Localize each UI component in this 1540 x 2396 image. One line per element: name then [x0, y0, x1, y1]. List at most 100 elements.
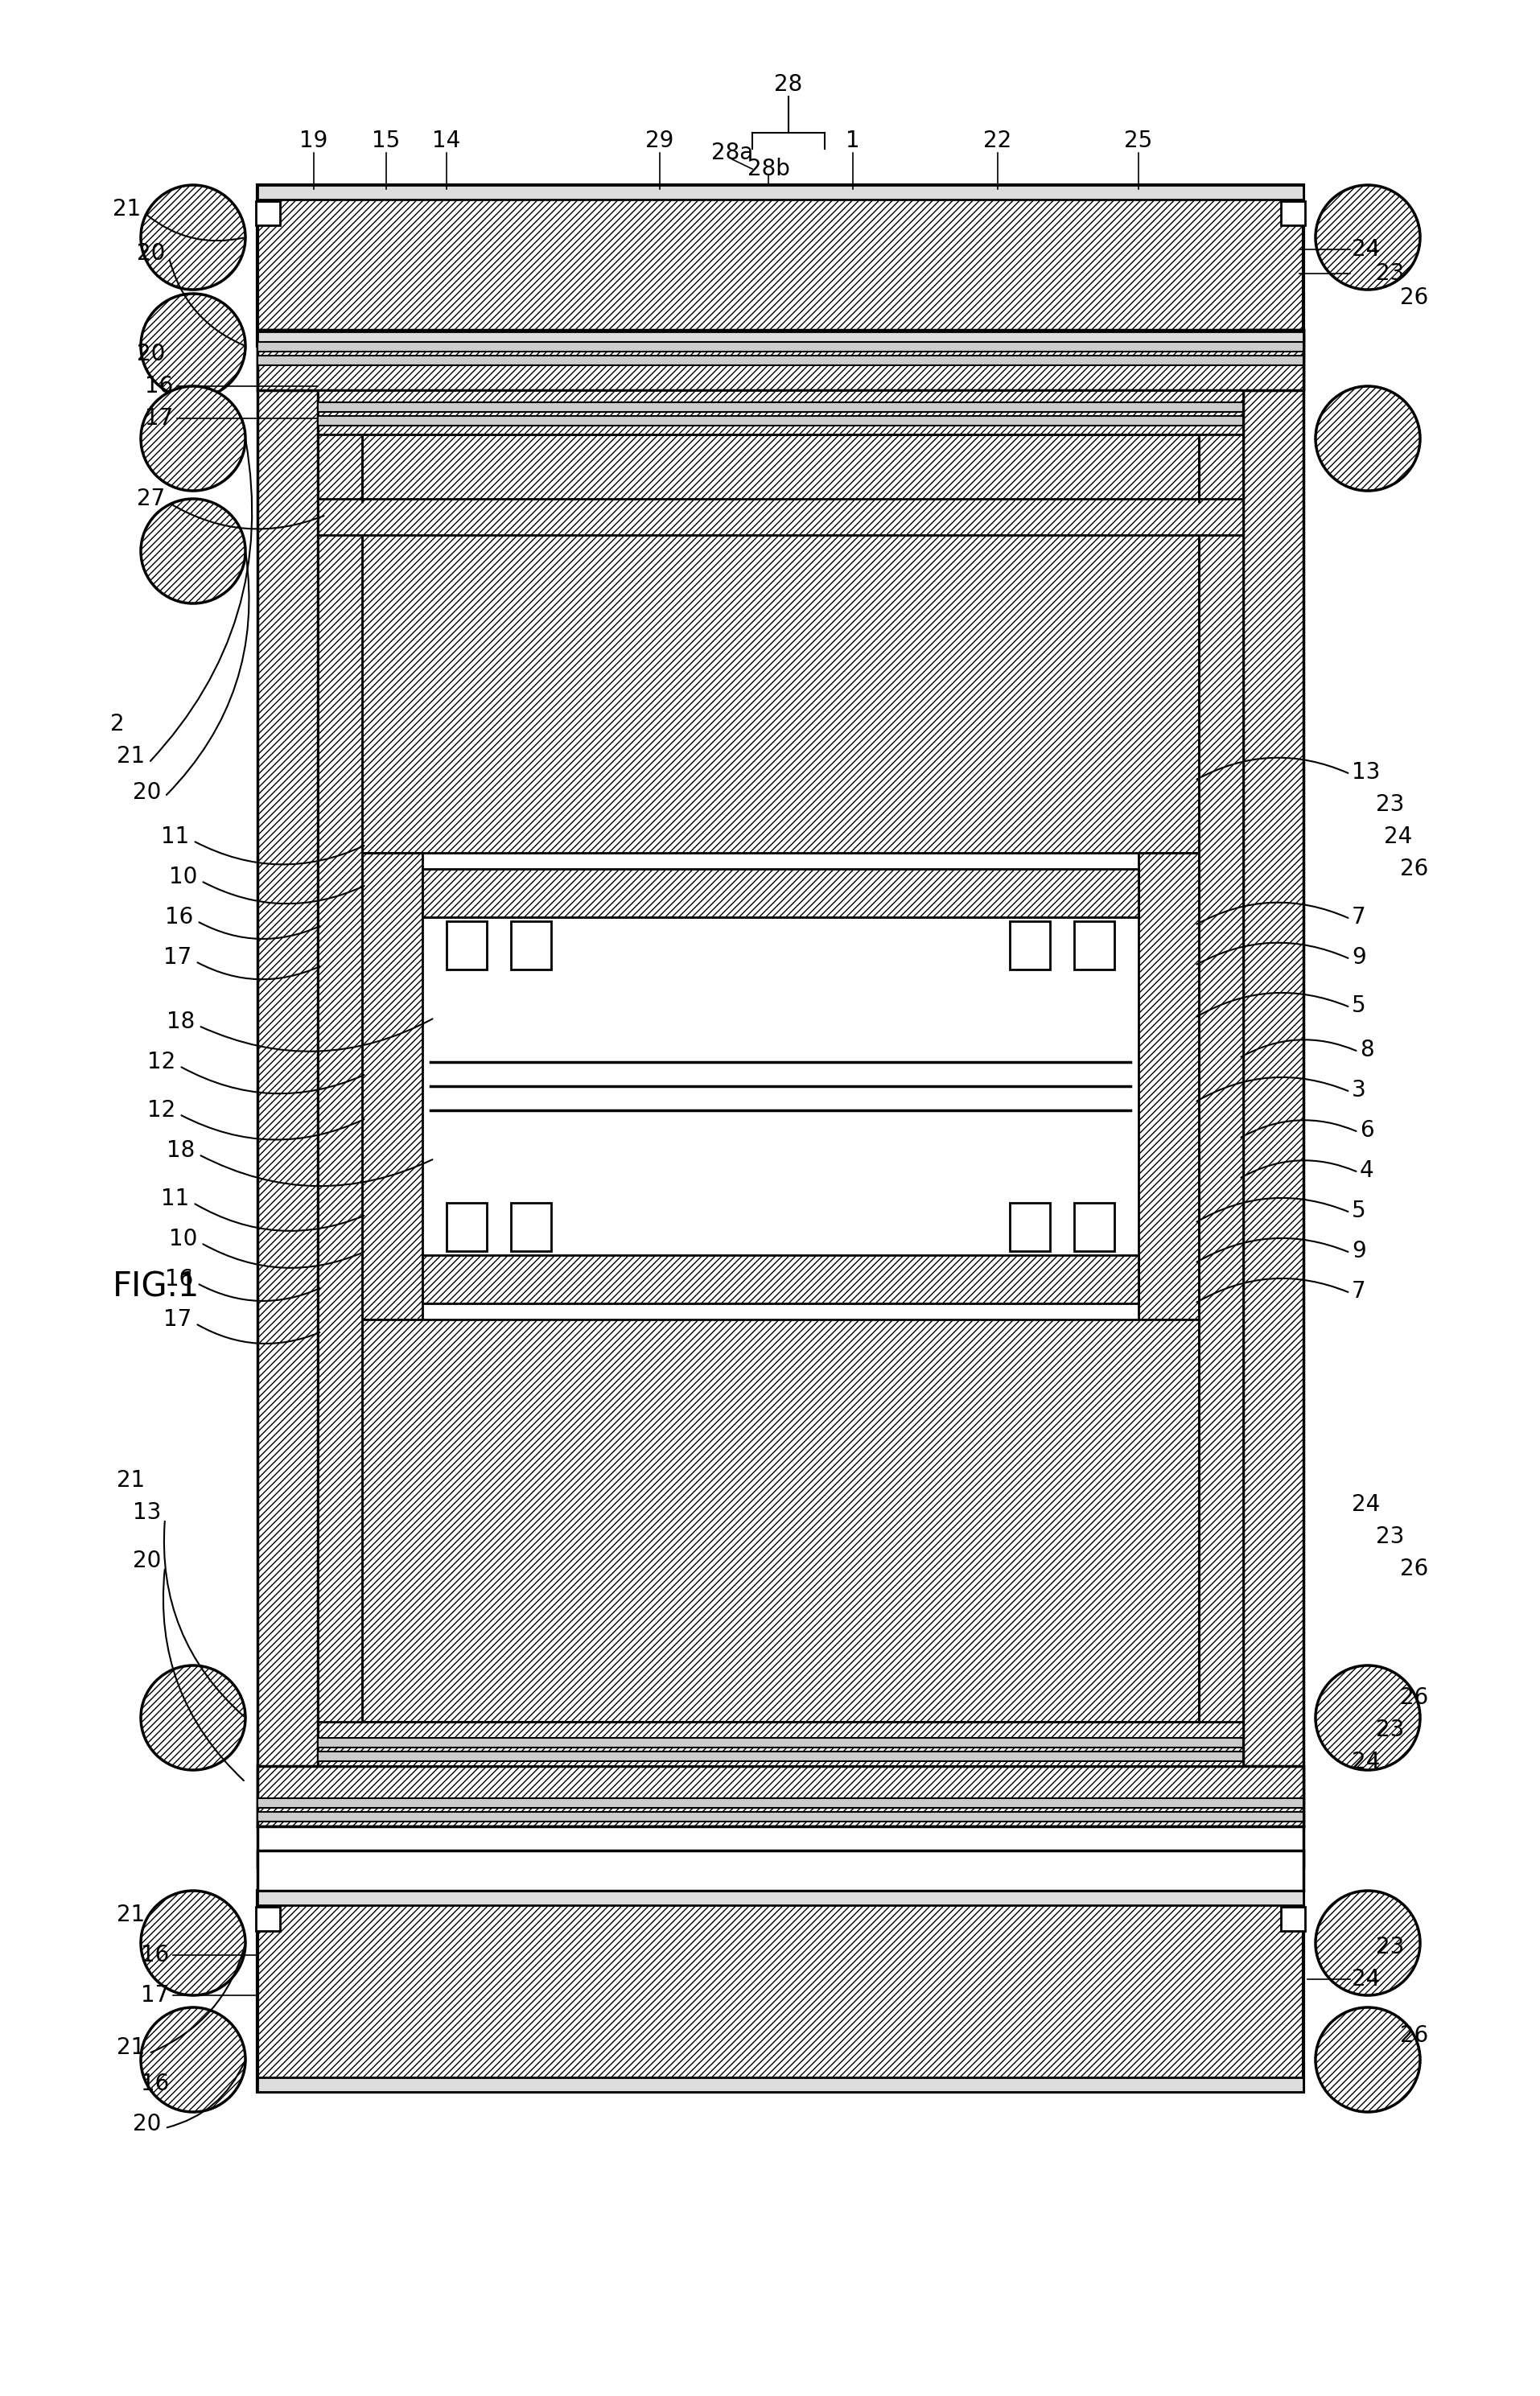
Bar — [1198, 391, 1243, 1766]
Bar — [317, 1737, 1243, 1747]
Text: 17: 17 — [163, 946, 191, 968]
Text: 16: 16 — [140, 2073, 169, 2094]
Text: 20: 20 — [137, 343, 165, 364]
Text: 24: 24 — [1352, 1751, 1380, 1773]
Text: 12: 12 — [146, 1100, 176, 1121]
Text: 23: 23 — [1375, 261, 1404, 285]
Text: 5: 5 — [1352, 1200, 1366, 1222]
Text: 20: 20 — [132, 1550, 160, 1572]
Text: 29: 29 — [645, 129, 675, 151]
Bar — [362, 434, 1198, 853]
Text: 2: 2 — [111, 714, 125, 736]
Bar — [1138, 853, 1198, 1320]
Circle shape — [1315, 386, 1420, 491]
Text: 3: 3 — [1352, 1078, 1366, 1102]
Bar — [257, 184, 1303, 199]
Text: 9: 9 — [1352, 946, 1366, 968]
Bar — [1073, 1203, 1115, 1251]
Text: 26: 26 — [1400, 858, 1429, 879]
Bar — [1243, 331, 1303, 1826]
Text: 17: 17 — [163, 1308, 191, 1330]
Bar — [257, 1799, 1303, 1809]
Circle shape — [140, 1890, 245, 1996]
Text: 27: 27 — [137, 486, 165, 510]
Bar — [1010, 1203, 1050, 1251]
Circle shape — [140, 2008, 245, 2111]
Bar — [317, 403, 1243, 412]
Text: 17: 17 — [145, 407, 172, 429]
Circle shape — [140, 1665, 245, 1771]
Circle shape — [1315, 184, 1420, 290]
Text: 28b: 28b — [747, 158, 790, 180]
Text: 22: 22 — [984, 129, 1012, 151]
Bar — [317, 498, 1243, 534]
Text: 7: 7 — [1352, 1279, 1366, 1303]
Text: 21: 21 — [117, 745, 145, 767]
Text: 20: 20 — [132, 781, 160, 803]
Bar — [362, 853, 422, 1320]
Bar — [257, 1890, 1303, 2092]
Bar — [257, 1826, 317, 1890]
Text: 17: 17 — [140, 1984, 169, 2005]
Text: 6: 6 — [1360, 1119, 1374, 1140]
Text: 26: 26 — [1400, 1557, 1429, 1581]
Circle shape — [140, 184, 245, 290]
Text: 13: 13 — [1352, 762, 1380, 783]
Text: 13: 13 — [132, 1502, 160, 1524]
Bar — [362, 1320, 1198, 1723]
Text: 24: 24 — [1352, 1967, 1380, 1991]
Text: 24: 24 — [1352, 237, 1380, 261]
Text: 23: 23 — [1375, 1936, 1404, 1958]
Bar — [511, 1203, 551, 1251]
Bar — [257, 331, 317, 1826]
Text: 20: 20 — [132, 2113, 160, 2135]
Circle shape — [140, 386, 245, 491]
Bar — [317, 1723, 1243, 1766]
Text: 10: 10 — [169, 865, 197, 889]
Circle shape — [140, 498, 245, 604]
Text: 11: 11 — [160, 1188, 189, 1210]
Text: 15: 15 — [373, 129, 400, 151]
Bar — [256, 201, 280, 225]
Bar — [257, 1850, 1303, 1890]
Text: FIG.1: FIG.1 — [112, 1270, 200, 1303]
Text: 24: 24 — [1352, 1493, 1380, 1517]
Bar — [257, 331, 1303, 345]
Text: 16: 16 — [140, 1943, 169, 1967]
Bar — [1243, 1826, 1303, 1890]
Bar — [317, 417, 1243, 426]
Bar — [511, 920, 551, 970]
Text: 26: 26 — [1400, 2025, 1429, 2046]
Bar — [1010, 920, 1050, 970]
Text: 7: 7 — [1352, 906, 1366, 930]
Bar — [1073, 920, 1115, 970]
Circle shape — [1315, 1665, 1420, 1771]
Bar — [257, 1811, 1303, 1821]
Bar — [257, 1826, 1303, 1866]
Bar — [257, 1766, 1303, 1826]
Bar — [257, 331, 1303, 391]
Bar — [1281, 201, 1304, 225]
Circle shape — [140, 295, 245, 398]
Text: 23: 23 — [1375, 793, 1404, 815]
Bar — [317, 1751, 1243, 1761]
Bar — [317, 391, 362, 1766]
Text: 23: 23 — [1375, 1718, 1404, 1742]
Text: 21: 21 — [117, 1469, 145, 1493]
Text: 4: 4 — [1360, 1160, 1374, 1181]
Text: 5: 5 — [1352, 994, 1366, 1016]
Bar — [317, 391, 1243, 434]
Text: 1: 1 — [845, 129, 859, 151]
Text: 16: 16 — [145, 374, 172, 398]
Bar — [257, 2077, 1303, 2092]
Text: 8: 8 — [1360, 1040, 1374, 1061]
Text: 21: 21 — [117, 2037, 145, 2058]
Bar — [257, 1826, 317, 1890]
Text: 21: 21 — [112, 199, 140, 220]
Bar — [447, 920, 487, 970]
Bar — [257, 343, 1303, 352]
Text: 16: 16 — [165, 906, 192, 930]
Bar — [422, 1256, 1138, 1303]
Bar — [422, 870, 1138, 918]
Text: 19: 19 — [300, 129, 328, 151]
